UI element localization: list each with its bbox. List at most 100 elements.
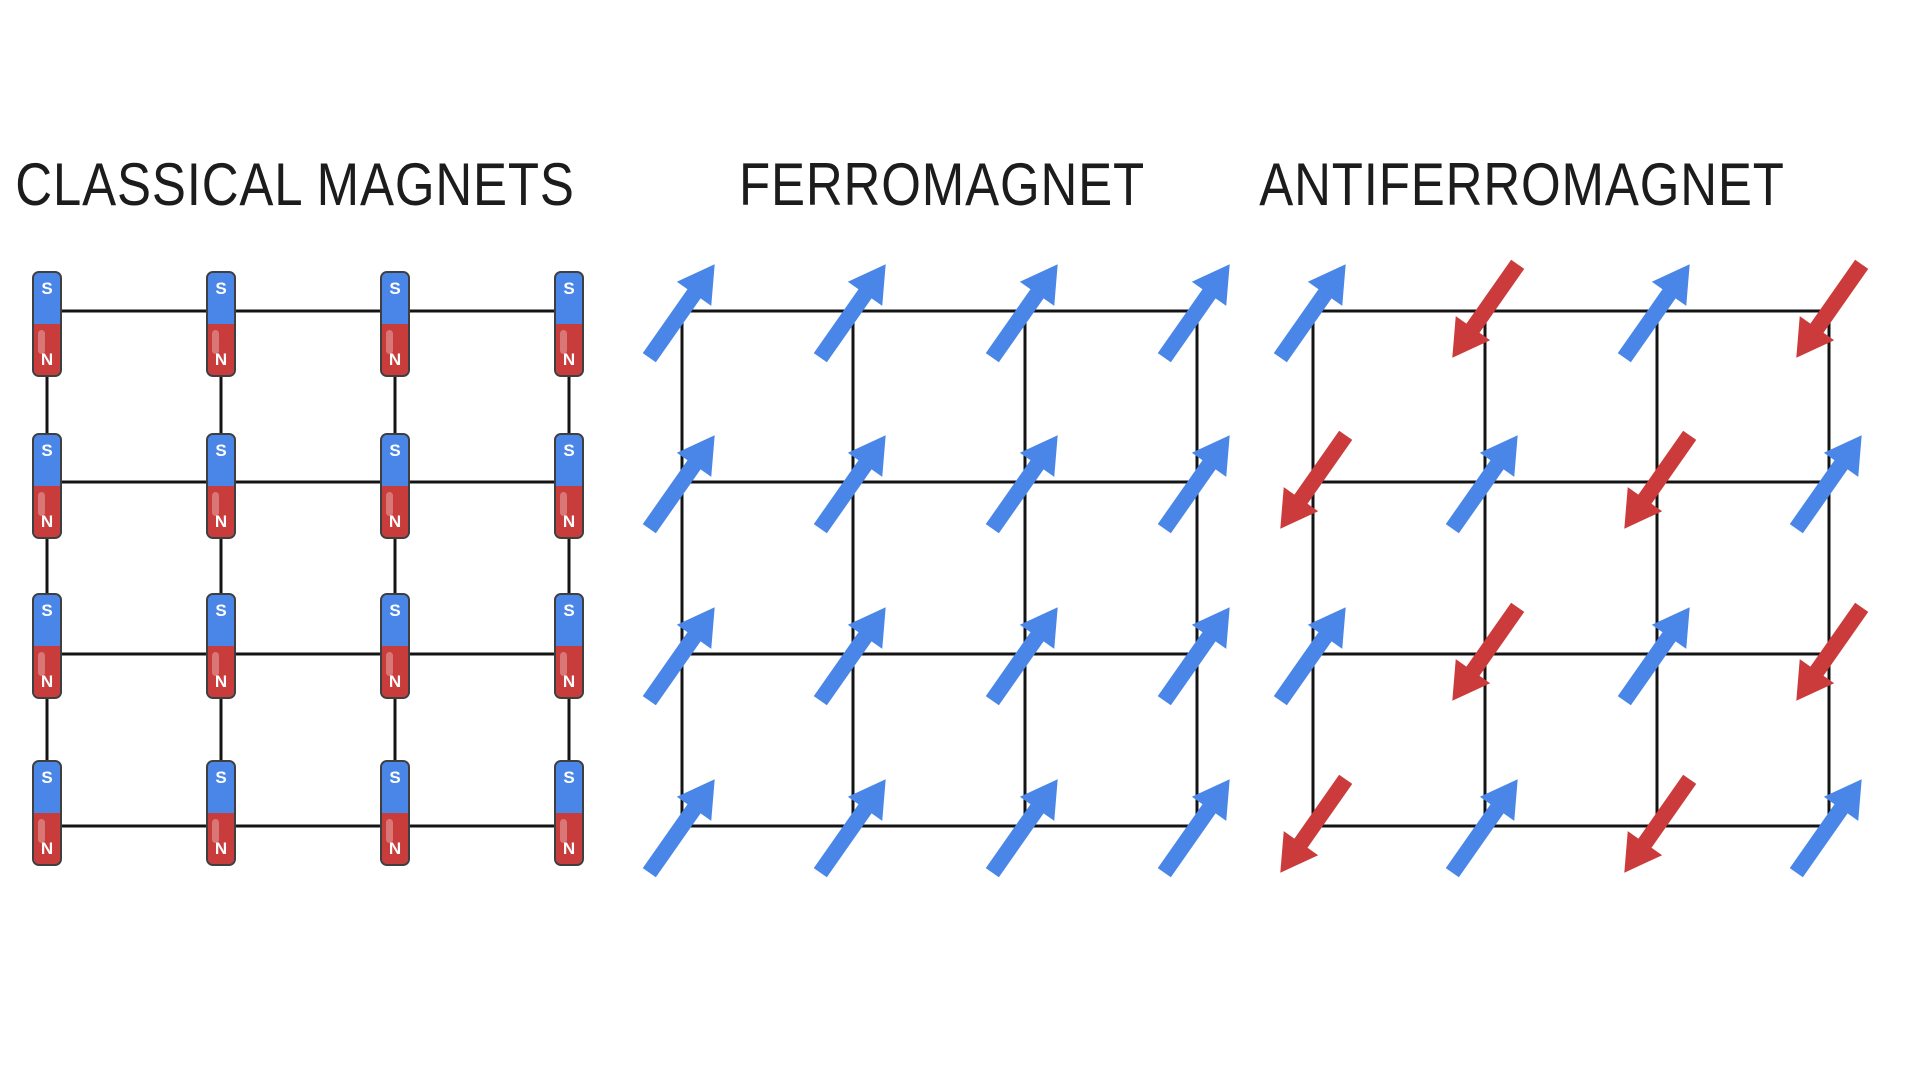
magnet-highlight <box>386 652 393 676</box>
north-pole-label: N <box>562 839 576 858</box>
spin-arrow-down <box>1796 602 1869 701</box>
magnet-south-half <box>382 273 408 324</box>
spin-arrow-up <box>1617 607 1690 706</box>
north-pole-label: N <box>562 350 576 369</box>
lattice-grid <box>680 309 1199 828</box>
spin-arrow-down <box>1452 259 1525 358</box>
spin-arrow-down <box>1280 430 1353 529</box>
spin-arrow-up <box>1157 779 1230 878</box>
south-pole-label: S <box>389 441 401 460</box>
magnet-highlight <box>560 492 567 516</box>
magnet-south-half <box>556 273 582 324</box>
south-pole-label: S <box>41 441 53 460</box>
magnet-north-half <box>34 324 60 375</box>
magnet-highlight <box>212 652 219 676</box>
magnet-highlight <box>386 330 393 354</box>
south-pole-label: S <box>563 441 575 460</box>
south-pole-label: S <box>215 441 227 460</box>
magnet-north-half <box>34 486 60 537</box>
magnet-south-half <box>34 273 60 324</box>
north-pole-label: N <box>388 512 402 531</box>
south-pole-label: S <box>215 768 227 787</box>
magnet-north-half <box>208 813 234 864</box>
magnet-south-half <box>208 435 234 486</box>
spin-arrow-up <box>1157 264 1230 363</box>
south-pole-label: S <box>563 601 575 620</box>
magnet-highlight <box>212 330 219 354</box>
north-pole-label: N <box>562 512 576 531</box>
north-pole-label: N <box>214 350 228 369</box>
north-pole-label: N <box>214 839 228 858</box>
north-pole-label: N <box>388 672 402 691</box>
magnet-south-half <box>208 595 234 646</box>
spin-arrow-up <box>642 264 715 363</box>
south-pole-label: S <box>563 768 575 787</box>
spin-arrow-up <box>985 264 1058 363</box>
spin-arrow-up <box>813 264 886 363</box>
spin-arrow-down <box>1624 430 1697 529</box>
south-pole-label: S <box>563 279 575 298</box>
magnet-north-half <box>34 646 60 697</box>
magnet-south-half <box>34 595 60 646</box>
magnet-highlight <box>212 492 219 516</box>
spin-arrow-up <box>1789 435 1862 534</box>
magnet-south-half <box>34 762 60 813</box>
magnet-south-half <box>382 595 408 646</box>
magnet-north-half <box>382 646 408 697</box>
lattice-grid <box>45 309 571 828</box>
spin-arrow-up <box>1445 779 1518 878</box>
spin-arrow-down <box>1624 774 1697 873</box>
lattice-grid <box>1311 309 1831 828</box>
south-pole-label: S <box>389 601 401 620</box>
antiferromagnet-title: ANTIFERROMAGNET <box>1259 151 1785 218</box>
magnet-north-half <box>556 324 582 375</box>
spin-arrow-up <box>813 779 886 878</box>
magnet-south-half <box>208 273 234 324</box>
magnet-north-half <box>556 813 582 864</box>
magnet-highlight <box>560 819 567 843</box>
magnet-south-half <box>382 762 408 813</box>
magnet-north-half <box>556 646 582 697</box>
magnet-highlight <box>560 652 567 676</box>
spin-arrow-up <box>1789 779 1862 878</box>
south-pole-label: S <box>389 768 401 787</box>
magnet-south-half <box>556 435 582 486</box>
north-pole-label: N <box>40 512 54 531</box>
spin-arrow-up <box>985 607 1058 706</box>
magnet-north-half <box>556 486 582 537</box>
south-pole-label: S <box>41 279 53 298</box>
magnet-highlight <box>38 652 45 676</box>
spin-arrow-down <box>1796 259 1869 358</box>
magnet-north-half <box>208 324 234 375</box>
magnet-south-half <box>556 762 582 813</box>
magnet-north-half <box>208 486 234 537</box>
magnet-highlight <box>38 819 45 843</box>
spin-arrow-up <box>1157 607 1230 706</box>
magnet-north-half <box>34 813 60 864</box>
magnet-highlight <box>560 330 567 354</box>
spin-arrow-up <box>1157 435 1230 534</box>
spin-arrow-up <box>985 779 1058 878</box>
north-pole-label: N <box>562 672 576 691</box>
magnet-highlight <box>38 492 45 516</box>
south-pole-label: S <box>389 279 401 298</box>
south-pole-label: S <box>41 768 53 787</box>
south-pole-label: S <box>41 601 53 620</box>
spin-arrow-down <box>1280 774 1353 873</box>
ferromagnet-title: FERROMAGNET <box>738 151 1146 218</box>
spin-arrow-up <box>1273 607 1346 706</box>
